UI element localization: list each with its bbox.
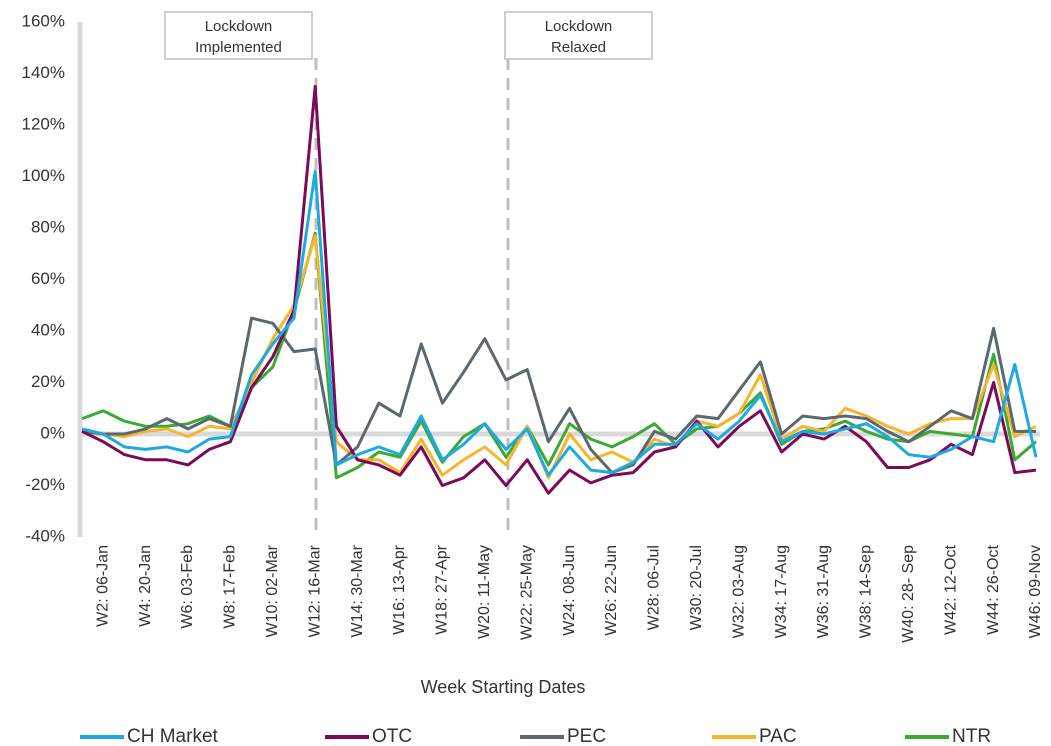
legend-label: NTR [952, 726, 991, 746]
y-tick-label: 40% [31, 320, 65, 339]
x-tick-label: W38: 14-Sep [858, 545, 875, 638]
x-tick-label: W42: 12-Oct [942, 544, 959, 634]
annotation-box [504, 11, 653, 60]
x-tick-label: W40: 28- Sep [900, 545, 917, 643]
x-tick-label: W16: 13-Apr [391, 544, 408, 634]
y-tick-label: 100% [22, 166, 65, 185]
x-tick-label: W36: 31-Aug [815, 545, 832, 638]
x-tick-label: W14: 30-Mar [349, 544, 366, 637]
series-line [81, 84, 1037, 495]
y-tick-label: 20% [31, 372, 65, 391]
x-tick-label: W2: 06-Jan [94, 545, 111, 627]
x-tick-label: W46: 09-Nov [1027, 545, 1044, 638]
legend-label: PEC [567, 726, 606, 746]
x-tick-label: W26: 22-Jun [603, 545, 620, 636]
annotation-text: Lockdown [545, 18, 613, 35]
x-tick-label: W32: 03-Aug [730, 545, 747, 638]
x-axis-label: Week Starting Dates [421, 677, 586, 697]
x-tick-label: W6: 03-Feb [179, 545, 196, 629]
x-tick-label: W22: 25-May [518, 545, 535, 640]
y-tick-label: 60% [31, 269, 65, 288]
x-tick-label: W10: 02-Mar [264, 544, 281, 637]
y-tick-label: 120% [22, 114, 65, 133]
legend-label: PAC [759, 726, 797, 746]
annotation-box [164, 11, 313, 60]
series-line [81, 316, 1036, 475]
y-tick-label: 80% [31, 217, 65, 236]
x-tick-label: W18: 27-Apr [434, 544, 451, 634]
x-tick-label: W30: 20-Jul [688, 545, 705, 630]
legend-label: CH Market [127, 726, 219, 746]
x-tick-label: W24: 08-Jun [561, 545, 578, 636]
y-tick-label: 0% [40, 423, 65, 442]
x-tick-label: W20: 11-May [476, 545, 493, 639]
y-tick-label: -20% [25, 475, 65, 494]
legend-label: OTC [372, 726, 412, 746]
x-tick-label: W4: 20-Jan [137, 545, 154, 627]
x-tick-label: W28: 06-Jul [646, 545, 663, 630]
series-line [81, 169, 1038, 477]
annotation-text: Implemented [195, 39, 282, 56]
annotation-text: Lockdown [205, 18, 273, 35]
y-tick-label: 140% [22, 63, 65, 82]
x-tick-label: W44: 26-Oct [985, 544, 1002, 634]
x-tick-label: W34: 17-Aug [773, 545, 790, 638]
y-tick-label: -40% [25, 526, 65, 545]
y-tick-label: 160% [22, 11, 65, 30]
x-tick-label: W12: 16-Mar [306, 544, 323, 637]
annotation-text: Relaxed [551, 39, 606, 56]
x-tick-label: W8: 17-Feb [222, 545, 239, 629]
